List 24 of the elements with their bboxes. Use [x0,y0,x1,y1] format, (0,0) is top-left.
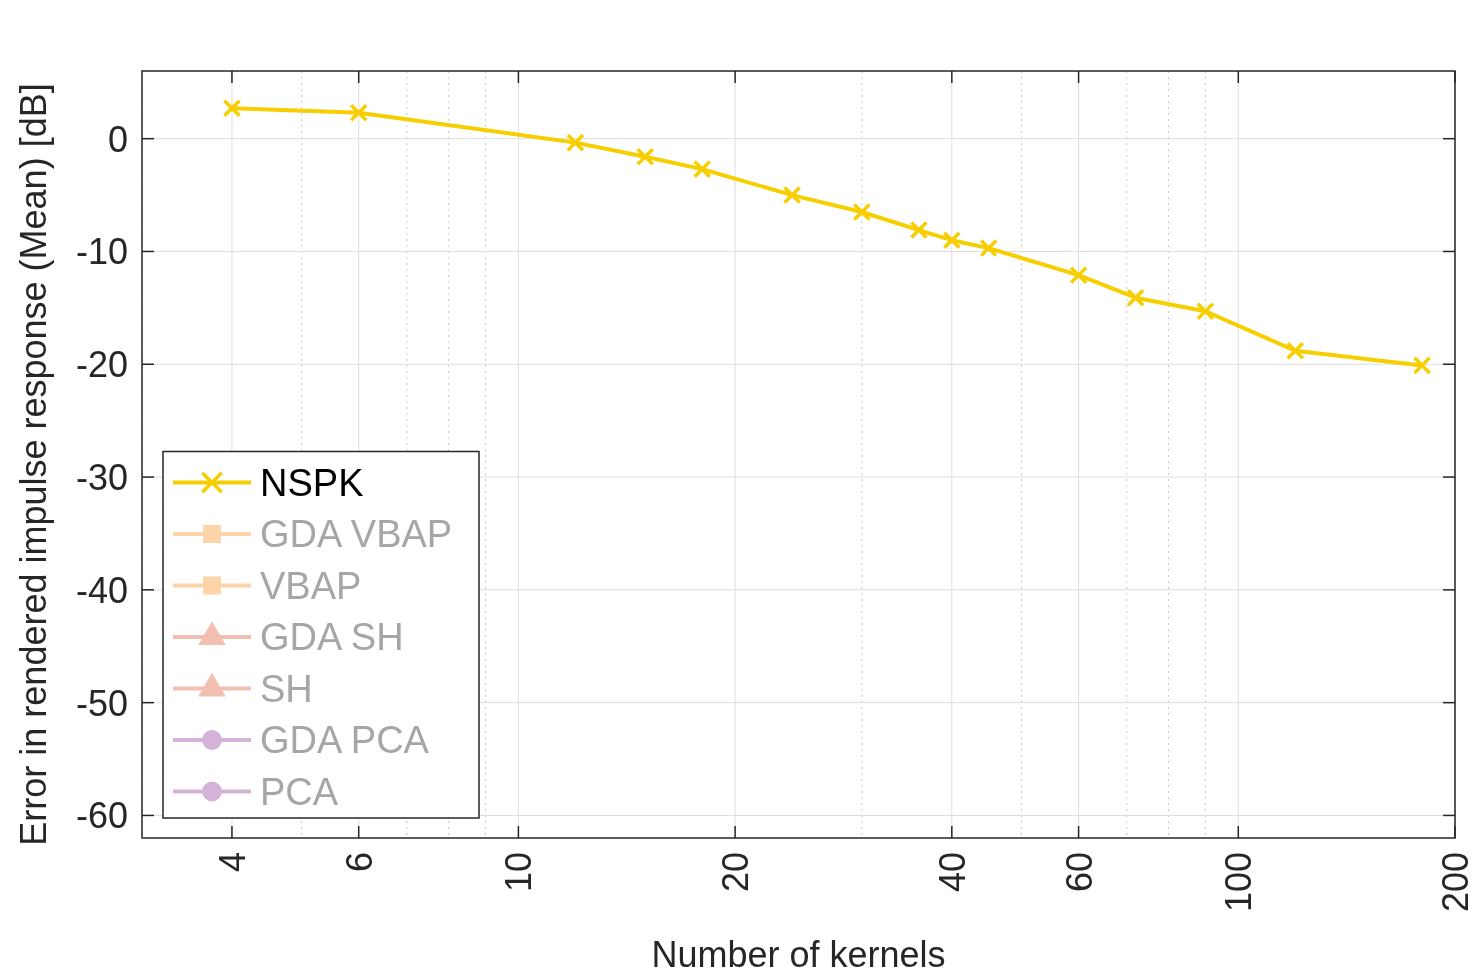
y-tick-label: -60 [75,795,128,837]
y-axis-title: Error in rendered impulse response (Mean) [dB] [13,83,54,846]
x-tick-label: 100 [1218,852,1260,913]
x-tick-label: 40 [931,852,973,893]
y-tick-label: 0 [107,118,128,160]
y-tick-label: -50 [75,682,128,724]
y-tick-label: -40 [75,569,128,611]
x-tick-label: 6 [338,852,380,873]
y-tick-label: -10 [75,231,128,273]
legend-label: SH [260,667,313,710]
y-tick-label: -20 [75,344,128,386]
legend-label: GDA VBAP [260,513,453,555]
legend-label: VBAP [260,564,362,607]
legend-label: GDA SH [260,616,404,658]
x-tick-label: 200 [1435,852,1475,913]
x-axis-title: Number of kernels [651,934,946,973]
x-tick-label: 60 [1058,852,1100,893]
x-tick-label: 20 [715,852,757,893]
x-tick-label: 4 [211,852,253,873]
y-tick-label: -30 [75,457,128,499]
x-tick-label: 10 [498,852,540,893]
legend-label: PCA [260,770,339,813]
legend-label: GDA PCA [260,719,430,761]
legend-label: NSPK [260,461,364,504]
